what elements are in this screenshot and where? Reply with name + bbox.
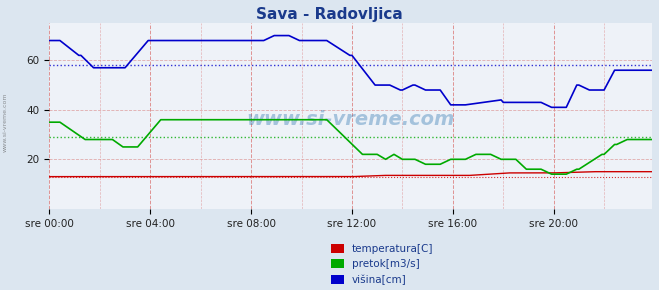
Text: www.si-vreme.com: www.si-vreme.com <box>246 110 455 129</box>
Text: Sava - Radovljica: Sava - Radovljica <box>256 7 403 22</box>
Legend: temperatura[C], pretok[m3/s], višina[cm]: temperatura[C], pretok[m3/s], višina[cm] <box>331 244 434 285</box>
Text: www.si-vreme.com: www.si-vreme.com <box>3 92 8 152</box>
